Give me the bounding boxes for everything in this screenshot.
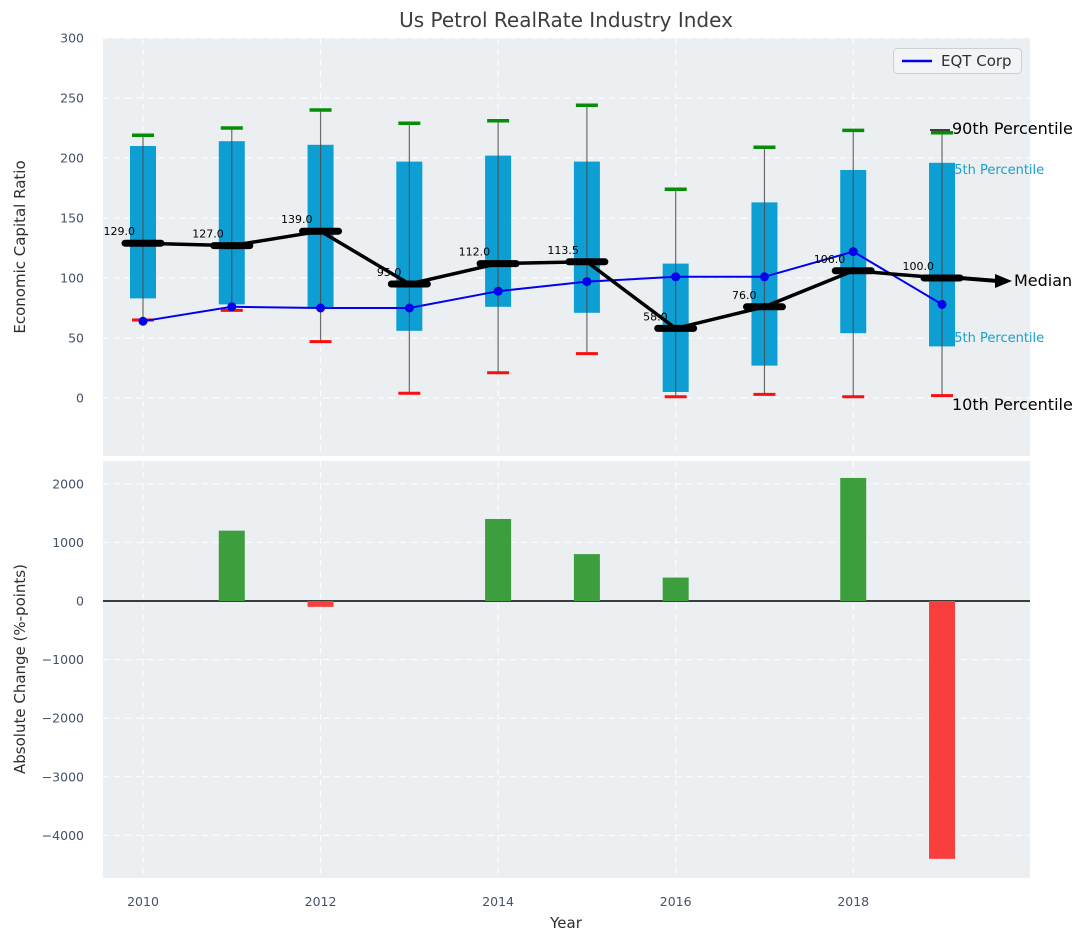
xtick-2014: 2014 bbox=[482, 894, 514, 909]
bottom-ytick-0: 0 bbox=[76, 594, 84, 609]
median-label-2013: 95.0 bbox=[377, 266, 402, 279]
xtick-2018: 2018 bbox=[837, 894, 869, 909]
legend-box bbox=[893, 48, 1022, 74]
median-line bbox=[142, 229, 943, 331]
annotation-90th-percentile: 90th Percentile bbox=[952, 119, 1073, 138]
annotation-75th-percentile: 75th Percentile bbox=[946, 163, 1044, 178]
median-label-2010: 129.0 bbox=[104, 225, 136, 238]
bar-2015 bbox=[573, 554, 600, 601]
median-label-2018: 106.0 bbox=[814, 253, 846, 266]
chart-title: Us Petrol RealRate Industry Index bbox=[399, 8, 733, 32]
median-label-2015: 113.5 bbox=[547, 244, 579, 257]
bottom-ytick-2000: 2000 bbox=[52, 476, 84, 491]
median-label-2011: 127.0 bbox=[192, 228, 224, 241]
bar-2011 bbox=[218, 530, 245, 601]
top-ytick-50: 50 bbox=[68, 331, 84, 346]
legend-label: EQT Corp bbox=[941, 52, 1012, 70]
bar-2019 bbox=[929, 601, 956, 859]
eqt-line bbox=[142, 250, 943, 323]
eqt-point-2017 bbox=[759, 272, 769, 282]
top-y-axis-label: Economic Capital Ratio bbox=[11, 160, 29, 333]
eqt-point-2010 bbox=[138, 316, 148, 326]
median-label-2019: 100.0 bbox=[903, 260, 935, 273]
eqt-point-2014 bbox=[493, 286, 503, 296]
eqt-point-2011 bbox=[227, 302, 237, 312]
annotation-median: Median bbox=[1014, 271, 1072, 290]
x-axis-label: Year bbox=[549, 914, 583, 932]
bottom-y-axis-label: Absolute Change (%-points) bbox=[11, 564, 29, 774]
xtick-2016: 2016 bbox=[660, 894, 692, 909]
bottom-ytick--3000: −3000 bbox=[42, 769, 84, 784]
annotation-25th-percentile: 25th Percentile bbox=[946, 331, 1044, 346]
annotation-median-leader bbox=[959, 276, 999, 283]
top-plot-area bbox=[103, 38, 1030, 456]
bar-2012 bbox=[307, 601, 334, 607]
top-ytick-100: 100 bbox=[60, 271, 84, 286]
eqt-point-2012 bbox=[316, 303, 326, 313]
xtick-2012: 2012 bbox=[305, 894, 337, 909]
median-label-2014: 112.0 bbox=[459, 246, 491, 259]
top-ytick-200: 200 bbox=[60, 151, 84, 166]
median-label-2017: 76.0 bbox=[732, 289, 757, 302]
eqt-point-2018 bbox=[848, 247, 858, 257]
bottom-plot-area bbox=[103, 461, 1030, 878]
bottom-ytick--2000: −2000 bbox=[42, 711, 84, 726]
top-ytick-250: 250 bbox=[60, 91, 84, 106]
eqt-point-2019 bbox=[937, 299, 947, 309]
median-label-2016: 58.0 bbox=[643, 310, 668, 323]
eqt-point-2013 bbox=[404, 303, 414, 313]
bar-2016 bbox=[662, 577, 689, 601]
legend bbox=[893, 48, 1022, 74]
bar-2018 bbox=[840, 477, 867, 601]
bar-2014 bbox=[485, 518, 512, 601]
eqt-point-2016 bbox=[671, 272, 681, 282]
top-ytick-150: 150 bbox=[60, 211, 84, 226]
bottom-ytick--4000: −4000 bbox=[42, 828, 84, 843]
bottom-ytick--1000: −1000 bbox=[42, 652, 84, 667]
median-label-2012: 139.0 bbox=[281, 213, 313, 226]
bottom-ytick-1000: 1000 bbox=[52, 535, 84, 550]
annotation-10th-percentile: 10th Percentile bbox=[952, 395, 1073, 414]
annotation-median-arrow bbox=[995, 274, 1012, 288]
xtick-2010: 2010 bbox=[127, 894, 159, 909]
top-ytick-0: 0 bbox=[76, 391, 84, 406]
eqt-point-2015 bbox=[582, 277, 592, 287]
top-ytick-300: 300 bbox=[60, 31, 84, 46]
